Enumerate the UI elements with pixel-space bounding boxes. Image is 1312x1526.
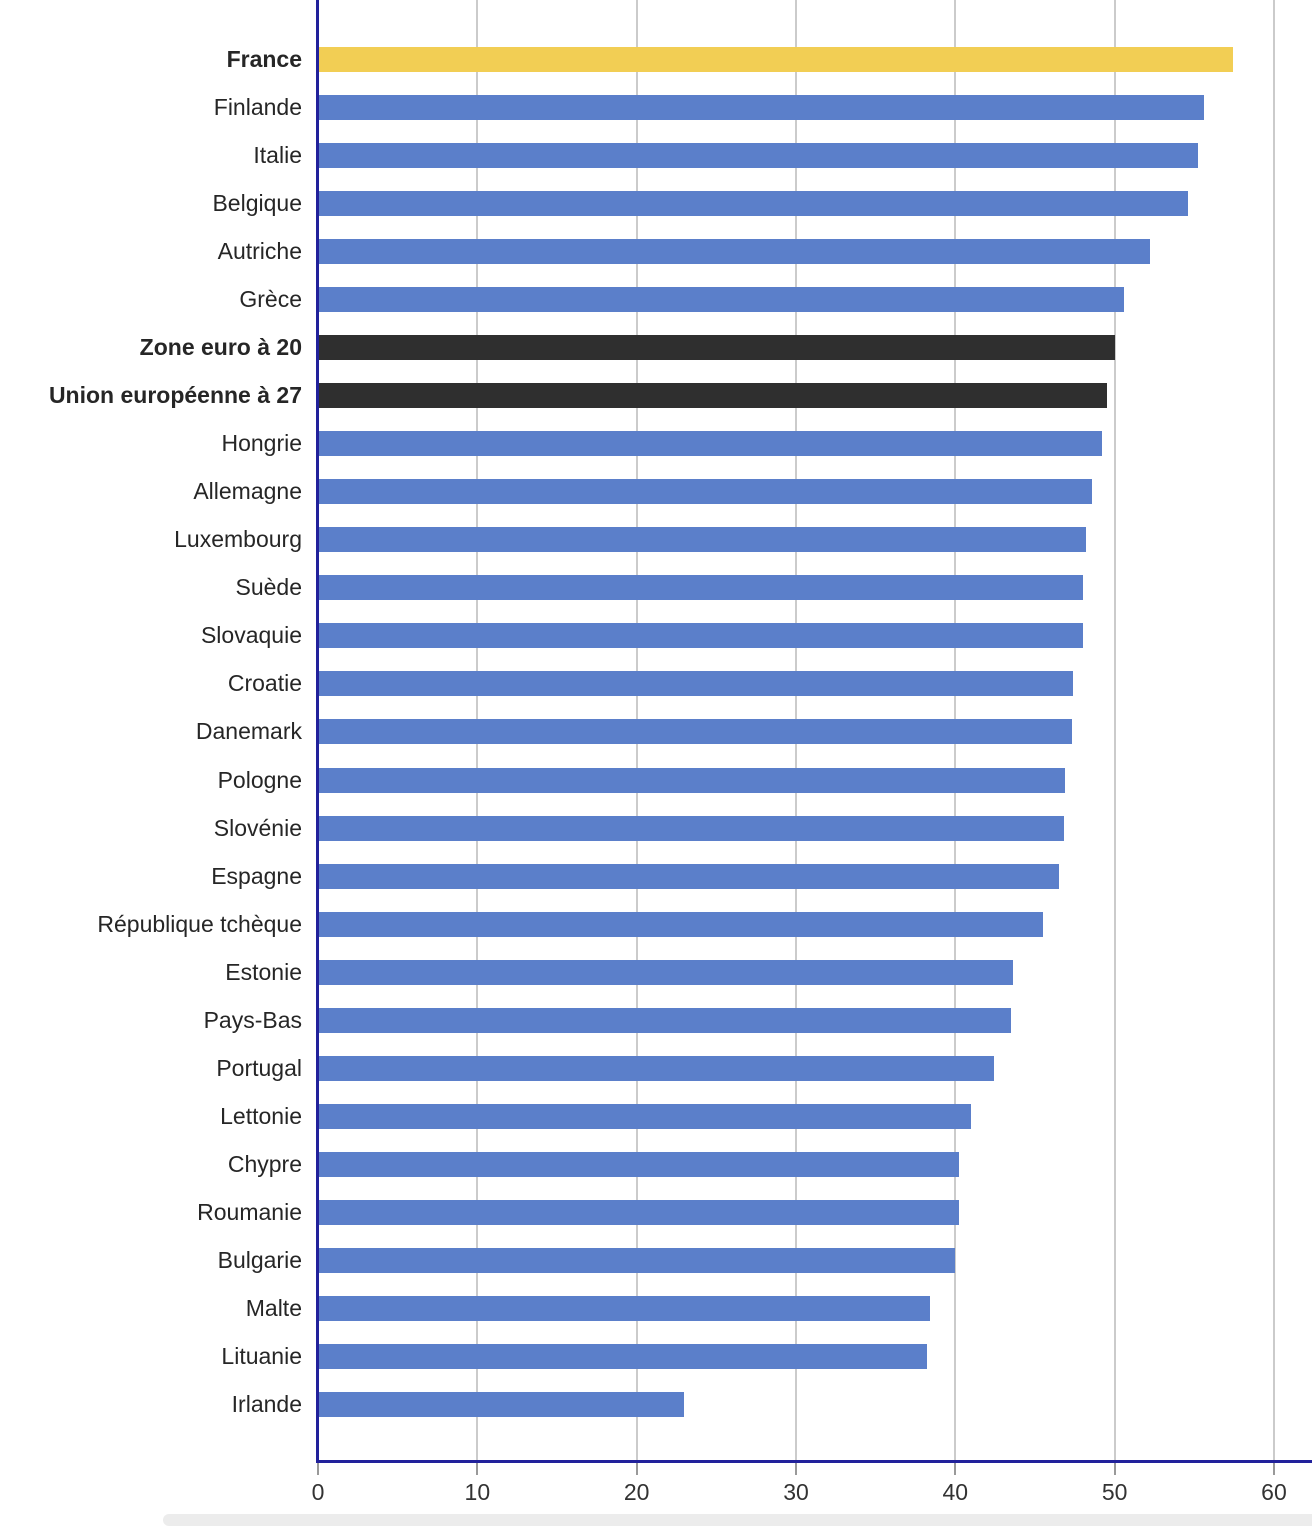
- bar-estonie: [318, 959, 1013, 985]
- category-label-belgique: Belgique: [212, 189, 302, 216]
- category-label-pays-bas: Pays-Bas: [203, 1006, 302, 1033]
- category-label-espagne: Espagne: [211, 862, 302, 889]
- bar-finlande: [318, 94, 1204, 120]
- bar-slovenie: [318, 815, 1064, 841]
- x-tick-40: [954, 1463, 957, 1475]
- bar-lettonie: [318, 1104, 972, 1130]
- bar-hongrie: [318, 431, 1102, 457]
- category-label-allemagne: Allemagne: [193, 478, 302, 505]
- category-label-lettonie: Lettonie: [220, 1103, 302, 1130]
- x-tick-label-40: 40: [942, 1479, 969, 1505]
- bar-croatie: [318, 671, 1074, 697]
- x-tick-label-10: 10: [464, 1479, 491, 1505]
- x-axis: 0 10 20 30 40 50 60: [312, 1463, 1312, 1523]
- category-label-finlande: Finlande: [213, 93, 302, 120]
- category-label-slovenie: Slovénie: [213, 814, 302, 841]
- x-tick-label-20: 20: [623, 1479, 650, 1505]
- category-label-portugal: Portugal: [216, 1054, 302, 1081]
- category-label-hongrie: Hongrie: [221, 430, 302, 457]
- bar-grece: [318, 286, 1125, 312]
- category-label-lituanie: Lituanie: [221, 1343, 302, 1370]
- bar-france: [318, 46, 1233, 72]
- x-tick-label-60: 60: [1261, 1479, 1287, 1505]
- category-label-bulgarie: Bulgarie: [217, 1247, 302, 1274]
- category-label-estonie: Estonie: [225, 958, 302, 985]
- bar-chypre: [318, 1152, 959, 1178]
- category-label-suede: Suède: [235, 574, 302, 601]
- x-tick-label-0: 0: [311, 1479, 325, 1505]
- category-label-autriche: Autriche: [217, 237, 302, 264]
- bar-bulgarie: [318, 1248, 956, 1274]
- bar-autriche: [318, 238, 1150, 264]
- category-label-italie: Italie: [253, 141, 302, 168]
- bar-portugal: [318, 1055, 994, 1081]
- bar-belgique: [318, 190, 1188, 216]
- bar-republique-tcheque: [318, 911, 1043, 937]
- category-label-france: France: [226, 45, 302, 72]
- x-tick-0: [317, 1463, 319, 1475]
- bar-zone-euro-a-20: [318, 334, 1115, 360]
- category-label-malte: Malte: [245, 1295, 302, 1322]
- category-label-chypre: Chypre: [227, 1151, 302, 1178]
- bar-italie: [318, 142, 1198, 168]
- category-label-luxembourg: Luxembourg: [174, 526, 302, 553]
- category-label-slovaquie: Slovaquie: [200, 622, 302, 649]
- bar-suede: [318, 575, 1083, 601]
- bar-malte: [318, 1296, 930, 1322]
- bar-lituanie: [318, 1344, 927, 1370]
- x-tick-60: [1272, 1463, 1275, 1475]
- category-label-roumanie: Roumanie: [197, 1199, 302, 1226]
- bar-irlande: [318, 1392, 685, 1418]
- category-label-danemark: Danemark: [195, 718, 302, 745]
- category-label-zone-euro-a-20: Zone euro à 20: [139, 333, 302, 360]
- bar-pologne: [318, 767, 1066, 793]
- category-label-grece: Grèce: [239, 285, 302, 312]
- bar-luxembourg: [318, 527, 1086, 553]
- x-tick-50: [1113, 1463, 1116, 1475]
- plot-area: [318, 0, 1312, 1460]
- x-tick-30: [794, 1463, 797, 1475]
- bar-pays-bas: [318, 1007, 1012, 1033]
- x-tick-label-30: 30: [783, 1479, 809, 1505]
- bar-espagne: [318, 863, 1059, 889]
- x-axis-line: [316, 1460, 1312, 1463]
- bar-allemagne: [318, 479, 1093, 505]
- category-label-column: France Finlande Italie Belgique Autriche Grèc…: [0, 0, 302, 1460]
- x-tick-10: [476, 1463, 479, 1475]
- category-label-irlande: Irlande: [231, 1391, 302, 1418]
- bar-union-europeenne-a-27: [318, 382, 1107, 408]
- category-label-union-europeenne-a-27: Union européenne à 27: [48, 381, 302, 408]
- bar-danemark: [318, 719, 1072, 745]
- bottom-strip: [163, 1514, 1312, 1526]
- category-label-pologne: Pologne: [217, 766, 302, 793]
- bar-roumanie: [318, 1200, 959, 1226]
- category-label-republique-tcheque: République tchèque: [97, 910, 302, 937]
- x-tick-label-50: 50: [1101, 1479, 1128, 1505]
- gridline-60: [1272, 0, 1275, 1460]
- y-axis-line: [316, 0, 319, 1463]
- bar-slovaquie: [318, 623, 1083, 649]
- x-tick-20: [635, 1463, 638, 1475]
- category-label-croatie: Croatie: [227, 670, 302, 697]
- gridline-50: [1113, 0, 1116, 1460]
